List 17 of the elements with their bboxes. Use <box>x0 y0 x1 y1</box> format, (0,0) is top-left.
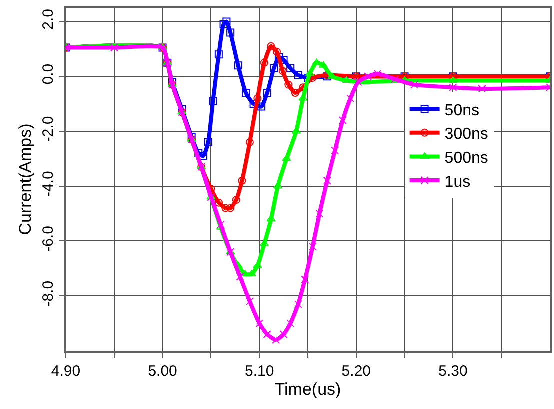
y-tick-label: -8.0 <box>40 280 57 307</box>
x-tick-label: 5.10 <box>245 363 274 380</box>
y-tick-label: 2.0 <box>40 9 57 30</box>
legend-label: 500ns <box>444 150 488 167</box>
legend-label: 50ns <box>444 102 480 120</box>
legend-label: 300ns <box>444 126 488 144</box>
y-tick-label: -6.0 <box>40 226 57 252</box>
y-tick-label: -2.0 <box>40 116 57 142</box>
y-tick-label: 0.0 <box>40 64 57 85</box>
x-axis-title: Time(us) <box>274 380 342 399</box>
x-tick-label: 4.90 <box>51 363 81 380</box>
x-tick-label: 5.30 <box>438 363 468 380</box>
x-tick-label: 5.20 <box>342 363 371 380</box>
y-axis-title: Current(Amps) <box>16 124 36 236</box>
x-tick-label: 5.00 <box>148 363 178 380</box>
legend-label: 1us <box>444 174 471 191</box>
y-tick-label: -4.0 <box>40 171 57 198</box>
